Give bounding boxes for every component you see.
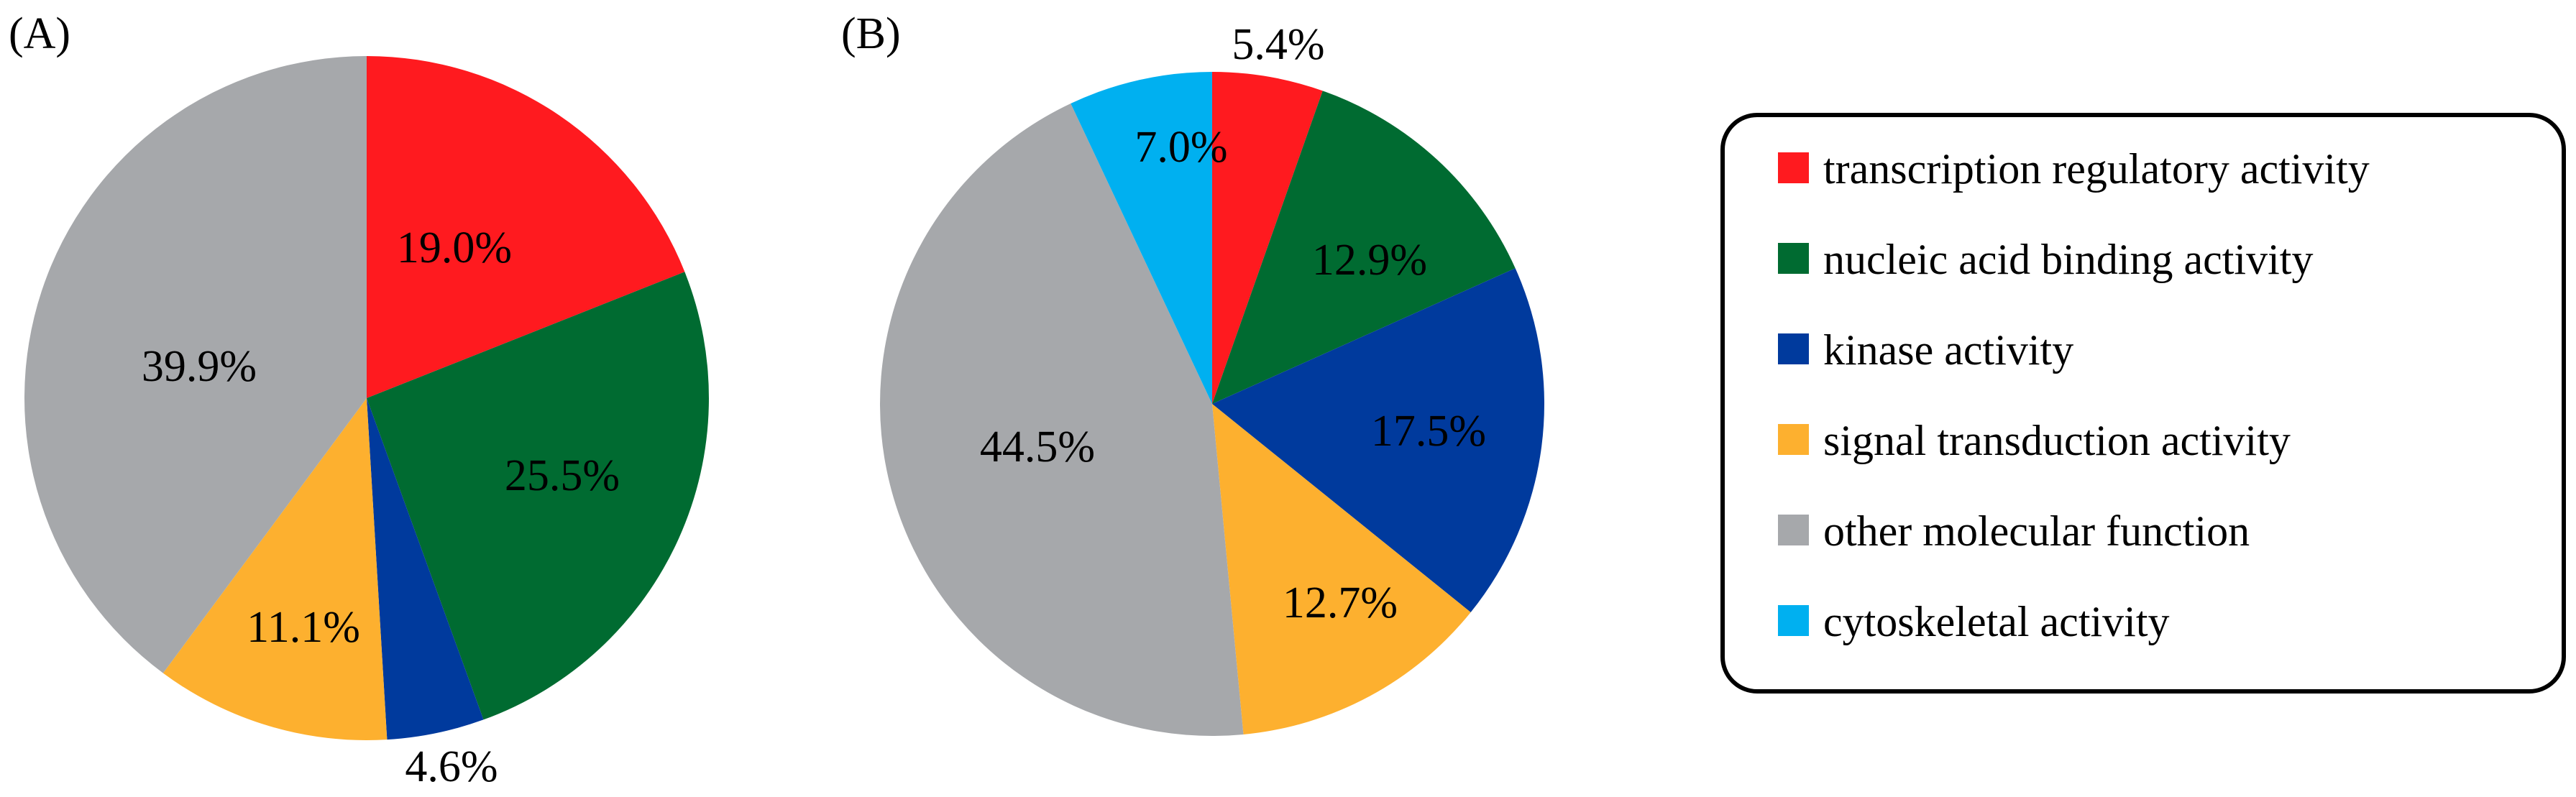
pie-b-label-nucleic-acid: 12.9%: [1312, 236, 1427, 285]
panel-label-a: (A): [9, 9, 70, 58]
pie-b-slice-cytoskeletal: [1071, 72, 1212, 404]
pie-a-slice-nucleic-acid: [367, 272, 709, 720]
pie-a-label-transcription: 19.0%: [397, 224, 512, 272]
legend: transcription regulatory activity nuclei…: [1720, 113, 2566, 694]
legend-label-transcription: transcription regulatory activity: [1823, 145, 2370, 193]
pie-b-label-other: 44.5%: [980, 423, 1095, 471]
pie-b-label-kinase: 17.5%: [1371, 407, 1486, 456]
pie-a-labels: 19.0% 25.5% 4.6% 11.1% 39.9%: [142, 224, 620, 791]
pie-a-slice-signal-transduction: [162, 398, 388, 740]
legend-swatch-cytoskeletal: [1778, 605, 1809, 636]
legend-swatch-other: [1778, 515, 1809, 545]
pie-a-label-nucleic-acid: 25.5%: [505, 451, 620, 500]
pie-a-label-kinase: 4.6%: [405, 742, 498, 791]
legend-items: transcription regulatory activity nuclei…: [1778, 145, 2370, 645]
legend-swatch-kinase: [1778, 333, 1809, 364]
legend-label-cytoskeletal: cytoskeletal activity: [1823, 598, 2170, 645]
pie-chart-a: (A) 19.0% 25.5% 4.6% 11.1% 39.9%: [9, 9, 709, 791]
pie-a-slice-other: [24, 56, 367, 673]
pie-a-label-signal-transduction: 11.1%: [247, 603, 360, 652]
pie-b-label-cytoskeletal: 7.0%: [1135, 123, 1227, 172]
pie-b-label-signal-transduction: 12.7%: [1283, 579, 1398, 627]
legend-label-other: other molecular function: [1823, 507, 2250, 555]
pie-b-label-transcription: 5.4%: [1232, 20, 1324, 69]
pie-a-slices: [24, 56, 709, 740]
pie-a-slice-transcription: [367, 56, 685, 398]
legend-swatch-signal-transduction: [1778, 424, 1809, 455]
pie-b-slice-nucleic-acid: [1212, 91, 1516, 404]
pie-a-slice-kinase: [367, 398, 484, 740]
legend-label-kinase: kinase activity: [1823, 326, 2073, 374]
panel-label-b: (B): [841, 9, 901, 58]
pie-b-labels: 5.4% 12.9% 17.5% 12.7% 44.5% 7.0%: [980, 20, 1486, 627]
pie-b-slice-signal-transduction: [1212, 404, 1471, 734]
legend-label-nucleic-acid: nucleic acid binding activity: [1823, 236, 2313, 283]
legend-swatch-transcription: [1778, 152, 1809, 183]
pie-b-slice-other: [879, 103, 1244, 737]
pie-b-slice-transcription: [1212, 72, 1323, 404]
legend-swatch-nucleic-acid: [1778, 243, 1809, 274]
legend-label-signal-transduction: signal transduction activity: [1823, 417, 2291, 464]
pie-a-label-other: 39.9%: [142, 342, 257, 391]
legend-frame: [1720, 113, 2566, 694]
pie-b-slice-kinase: [1212, 268, 1544, 612]
pie-chart-b: (B) 5.4% 12.9% 17.5% 12.7% 44.5% 7.0%: [841, 9, 1544, 737]
pie-b-slices: [879, 72, 1544, 737]
